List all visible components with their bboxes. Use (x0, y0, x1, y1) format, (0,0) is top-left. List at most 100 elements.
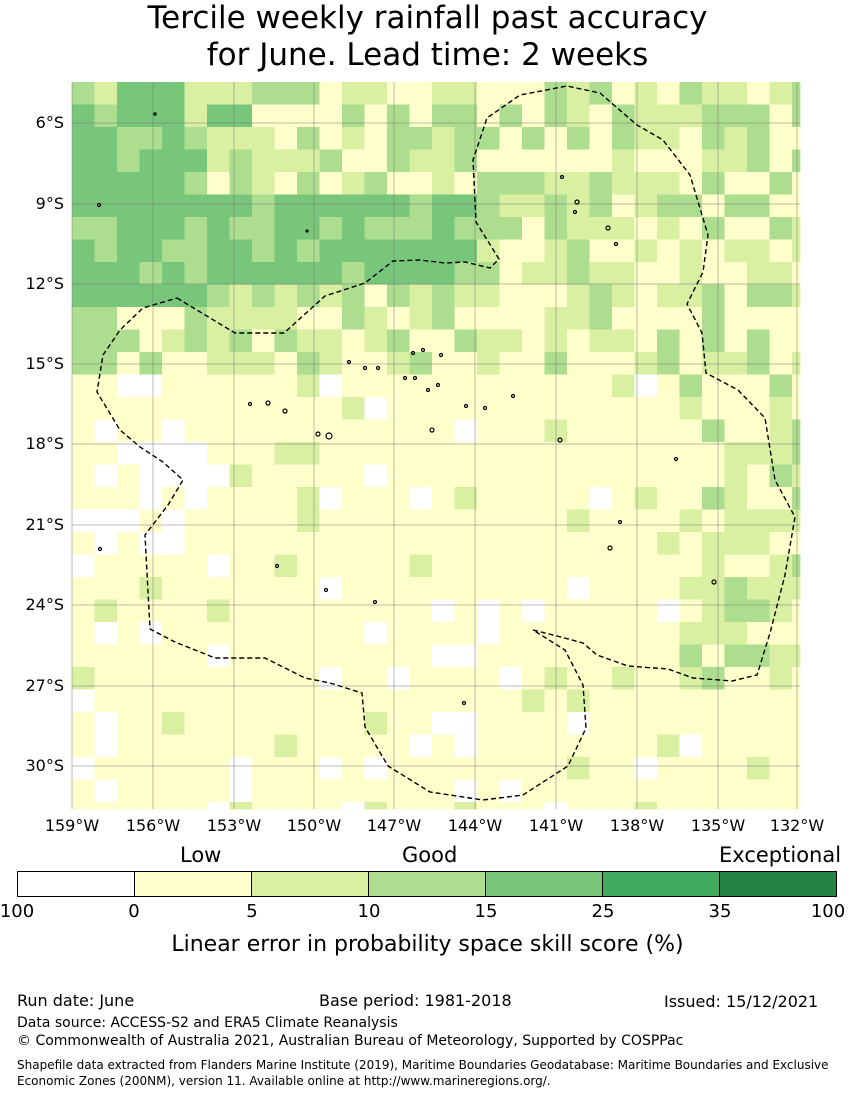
skill-cell (117, 487, 140, 510)
skill-cell (792, 307, 801, 330)
skill-cell (139, 194, 163, 218)
skill-cell (72, 509, 95, 533)
skill-cell (252, 712, 275, 735)
lon-label: 153°W (206, 816, 262, 835)
skill-cell (139, 127, 163, 150)
skill-cell (117, 644, 140, 668)
lat-label: 30°S (25, 756, 64, 775)
island (510, 393, 516, 399)
skill-cell (184, 82, 208, 105)
skill-cell (297, 104, 320, 128)
skill-cell (117, 262, 140, 285)
island (673, 456, 679, 462)
skill-cell (252, 127, 275, 150)
skill-cell (72, 262, 95, 285)
skill-cell (792, 599, 801, 623)
skill-cell (679, 577, 703, 600)
skill-cell (409, 82, 433, 105)
skill-cell (297, 577, 320, 600)
skill-cell (229, 779, 253, 803)
skill-cell (612, 554, 635, 578)
skill-cell (72, 554, 95, 578)
skill-cell (117, 532, 140, 555)
island (323, 587, 329, 593)
skill-cell (769, 622, 793, 645)
skill-cell (612, 802, 635, 810)
skill-cell (252, 464, 275, 488)
skill-cell (477, 217, 500, 240)
skill-cell (657, 734, 680, 758)
skill-cell (567, 689, 590, 713)
skill-cell (477, 307, 500, 330)
skill-cell (252, 509, 275, 533)
skill-cell (589, 217, 613, 240)
skill-cell (387, 194, 410, 218)
skill-cell (612, 712, 635, 735)
skill-cell (679, 554, 703, 578)
skill-cell (702, 172, 725, 195)
skill-map (71, 82, 801, 810)
island (375, 365, 381, 371)
skill-cell (297, 239, 320, 263)
skill-cell (252, 307, 275, 330)
skill-cell (454, 622, 478, 645)
skill-cell (769, 464, 793, 488)
skill-cell (567, 352, 590, 375)
shapefile-credit-line-2: Economic Zones (200NM), version 11. Avai… (17, 1074, 551, 1088)
skill-cell (657, 217, 680, 240)
skill-cell (319, 194, 343, 218)
skill-cell (454, 734, 478, 758)
skill-cell (387, 419, 410, 443)
skill-cell (94, 172, 118, 195)
skill-cell (139, 577, 163, 600)
data-source: Data source: ACCESS-S2 and ERA5 Climate … (17, 1015, 398, 1031)
skill-cell (72, 419, 95, 443)
skill-cell (274, 667, 298, 690)
skill-cell (184, 397, 208, 420)
skill-cell (634, 577, 658, 600)
skill-cell (117, 622, 140, 645)
skill-cell (792, 104, 801, 128)
skill-cell (207, 712, 230, 735)
skill-cell (747, 487, 770, 510)
skill-cell (94, 599, 118, 623)
skill-cell (792, 644, 801, 668)
skill-cell (702, 419, 725, 443)
skill-cell (792, 284, 801, 308)
island (429, 427, 435, 433)
skill-cell (274, 172, 298, 195)
island (410, 350, 416, 356)
skill-cell (769, 667, 793, 690)
skill-cell (252, 284, 275, 308)
island (315, 431, 321, 437)
skill-cell (94, 667, 118, 690)
skill-cell (184, 712, 208, 735)
skill-cell (522, 374, 545, 398)
skill-cell (409, 374, 433, 398)
skill-cell (432, 419, 455, 443)
skill-cell (454, 419, 478, 443)
skill-cell (139, 442, 163, 465)
skill-cell (409, 262, 433, 285)
skill-cell (409, 712, 433, 735)
skill-cell (94, 397, 118, 420)
skill-cell (679, 82, 703, 105)
skill-cell (634, 262, 658, 285)
skill-cell (184, 779, 208, 803)
skill-cell (769, 779, 793, 803)
skill-cell (477, 554, 500, 578)
skill-cell (319, 262, 343, 285)
skill-cell (274, 734, 298, 758)
skill-cell (162, 622, 185, 645)
skill-cell (432, 509, 455, 533)
colorbar-tick: 25 (591, 901, 615, 922)
skill-cell (319, 554, 343, 578)
skill-cell (342, 689, 365, 713)
skill-cell (769, 802, 793, 810)
skill-cell (769, 689, 793, 713)
skill-cell (364, 554, 388, 578)
skill-cell (589, 307, 613, 330)
skill-cell (567, 442, 590, 465)
skill-cell (387, 104, 410, 128)
skill-cell (702, 779, 725, 803)
